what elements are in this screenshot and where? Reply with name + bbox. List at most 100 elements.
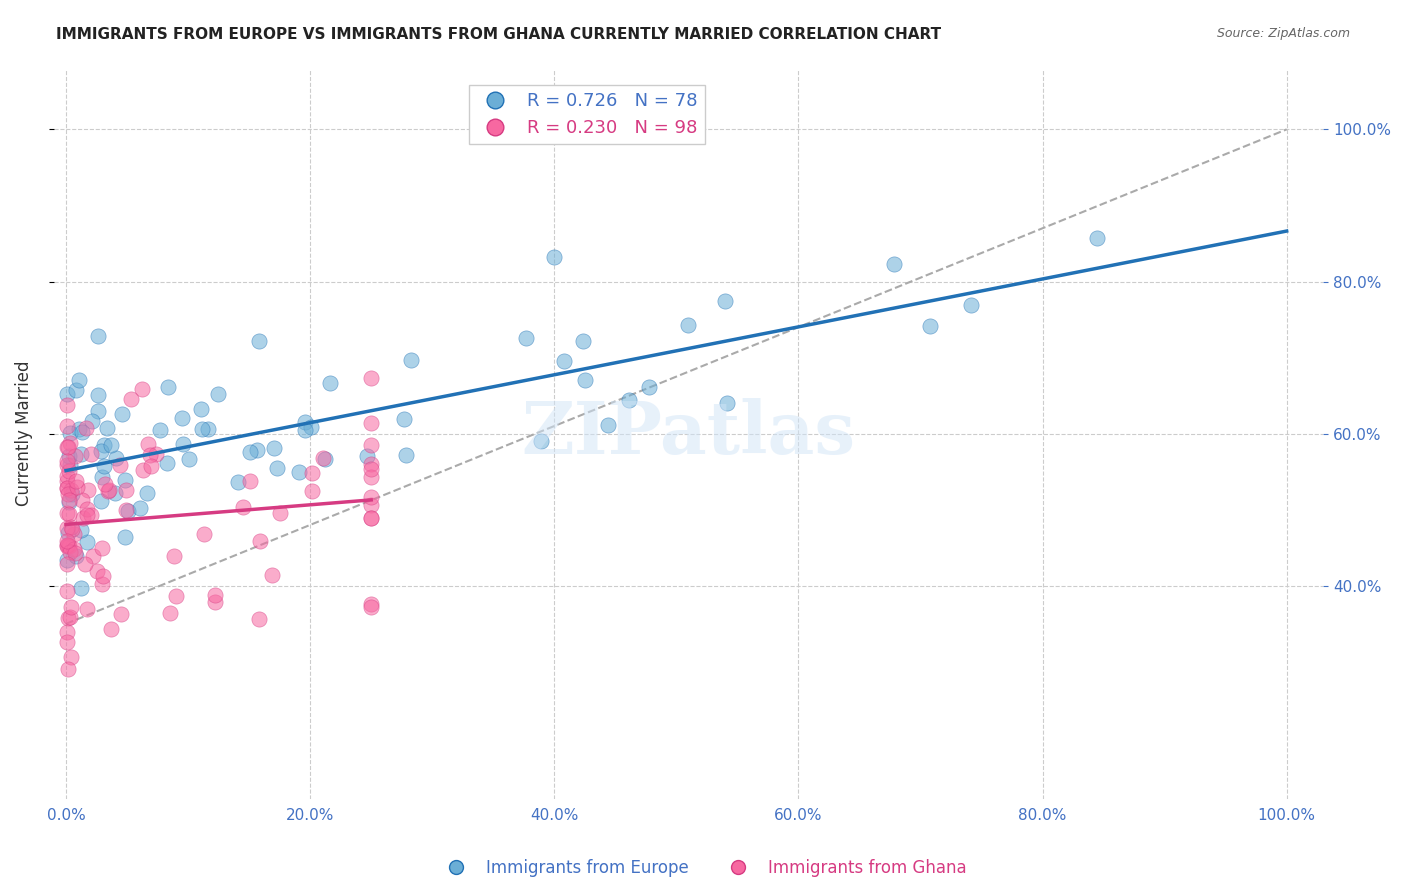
Point <box>177 451 200 466</box>
Point <box>65 546 87 560</box>
Point <box>87 404 110 418</box>
Point <box>91 470 114 484</box>
Point <box>58 492 80 507</box>
Point <box>515 330 537 344</box>
Point <box>56 506 79 520</box>
Y-axis label: Currently Married: Currently Married <box>15 361 32 507</box>
Point <box>63 541 86 556</box>
Point <box>65 384 87 398</box>
Point <box>360 510 382 524</box>
Point <box>56 454 79 468</box>
Point <box>100 622 122 636</box>
Point <box>139 448 162 462</box>
Point <box>131 382 153 396</box>
Point <box>232 500 254 515</box>
Point <box>294 423 316 437</box>
Point <box>56 386 79 401</box>
Point <box>56 538 79 552</box>
Point <box>60 483 83 497</box>
Point <box>66 479 89 493</box>
Point <box>360 491 382 505</box>
Point <box>56 487 79 501</box>
Point <box>145 447 167 461</box>
Point <box>56 558 79 572</box>
Point <box>156 456 179 470</box>
Point <box>294 415 316 429</box>
Point <box>59 545 82 559</box>
Point <box>239 444 262 458</box>
Point <box>204 588 226 602</box>
Point <box>58 450 80 464</box>
Point <box>110 607 132 622</box>
Point <box>249 533 271 548</box>
Text: IMMIGRANTS FROM EUROPE VS IMMIGRANTS FROM GHANA CURRENTLY MARRIED CORRELATION CH: IMMIGRANTS FROM EUROPE VS IMMIGRANTS FRO… <box>56 27 942 42</box>
Point <box>638 380 661 394</box>
Point <box>91 541 114 555</box>
Point <box>59 649 82 664</box>
Point <box>263 441 285 455</box>
Point <box>56 419 79 434</box>
Point <box>56 521 79 535</box>
Point <box>58 495 80 509</box>
Point <box>269 506 291 520</box>
Point <box>136 486 159 500</box>
Point <box>56 552 79 566</box>
Point <box>129 501 152 516</box>
Point <box>104 486 127 500</box>
Point <box>1085 230 1108 244</box>
Point <box>59 425 82 440</box>
Point <box>56 539 79 553</box>
Point <box>93 458 115 473</box>
Point <box>65 474 87 488</box>
Point <box>90 576 112 591</box>
Point <box>959 298 981 312</box>
Point <box>149 423 172 437</box>
Point <box>114 529 136 543</box>
Point <box>76 508 98 523</box>
Point <box>82 549 104 564</box>
Point <box>96 421 118 435</box>
Point <box>193 527 215 541</box>
Point <box>360 498 382 512</box>
Point <box>56 481 79 495</box>
Point <box>617 392 640 407</box>
Legend: R = 0.726   N = 78, R = 0.230   N = 98: R = 0.726 N = 78, R = 0.230 N = 98 <box>470 85 704 145</box>
Point <box>266 461 288 475</box>
Point <box>299 419 322 434</box>
Point <box>72 493 94 508</box>
Point <box>190 422 212 436</box>
Point <box>59 599 82 614</box>
Point <box>58 507 80 521</box>
Point <box>360 470 382 484</box>
Point <box>87 329 110 343</box>
Point <box>76 501 98 516</box>
Point <box>530 434 553 449</box>
Point <box>63 449 86 463</box>
Point <box>172 436 194 450</box>
Point <box>76 483 98 497</box>
Point <box>97 484 120 499</box>
Point <box>75 557 97 571</box>
Point <box>63 527 86 541</box>
Point <box>59 436 82 450</box>
Point <box>360 597 382 611</box>
Point <box>56 481 79 495</box>
Point <box>360 511 382 525</box>
Legend: Immigrants from Europe, Immigrants from Ghana: Immigrants from Europe, Immigrants from … <box>432 853 974 884</box>
Point <box>108 458 131 472</box>
Point <box>97 483 120 497</box>
Point <box>716 396 738 410</box>
Point <box>319 376 342 390</box>
Point <box>70 425 93 439</box>
Point <box>356 449 378 463</box>
Point <box>59 458 82 472</box>
Point <box>58 464 80 478</box>
Point <box>65 549 87 563</box>
Point <box>105 451 128 466</box>
Point <box>170 410 193 425</box>
Point <box>204 595 226 609</box>
Point <box>247 334 270 348</box>
Point <box>70 581 93 595</box>
Point <box>93 438 115 452</box>
Point <box>56 440 79 454</box>
